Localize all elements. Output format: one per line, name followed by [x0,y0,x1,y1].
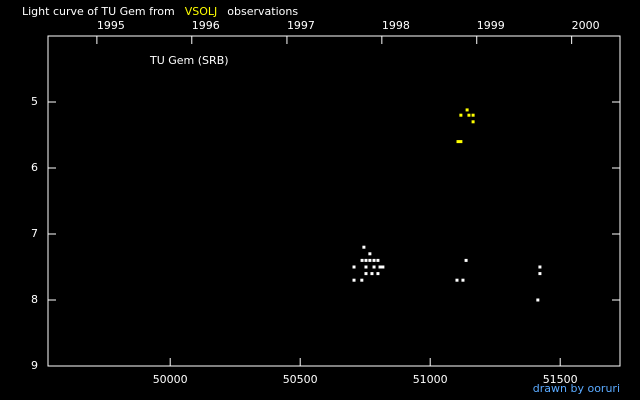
x-tick-label: 51500 [543,373,578,386]
data-point [360,278,364,282]
annotation: TU Gem (SRB) [149,54,229,67]
x-tick-label: 50500 [283,373,318,386]
data-point [536,298,540,302]
x2-tick-label: 1995 [97,19,125,32]
y-tick-label: 8 [31,293,38,306]
data-point [376,272,380,276]
y-tick-label: 5 [31,95,38,108]
data-point [378,265,382,269]
x2-tick-label: 1996 [192,19,220,32]
data-point [461,278,465,282]
data-point [360,258,364,262]
title-part: observations [227,5,298,18]
x2-tick-label: 1999 [477,19,505,32]
data-point [372,258,376,262]
y-tick-label: 9 [31,359,38,372]
chart-title: Light curve of TU Gem from VSOLJ observati… [22,5,298,18]
x-tick-label: 51000 [413,373,448,386]
data-point [538,265,542,269]
data-point [471,120,475,124]
title-part: Light curve of TU Gem from [22,5,175,18]
data-point [538,272,542,276]
data-point [471,113,475,117]
data-point [368,252,372,256]
x2-tick-label: 1997 [287,19,315,32]
data-point [467,113,471,117]
x2-tick-label: 1998 [382,19,410,32]
data-point [465,108,469,112]
data-point [364,265,368,269]
data-point [372,265,376,269]
data-point [362,245,366,249]
y-tick-label: 6 [31,161,38,174]
data-point [368,258,372,262]
data-point [376,258,380,262]
x-tick-label: 50000 [153,373,188,386]
data-point [456,140,460,144]
data-point [381,265,385,269]
x2-tick-label: 2000 [572,19,600,32]
data-point [352,265,356,269]
data-point [364,272,368,276]
data-point [352,278,356,282]
data-point [464,258,468,262]
y-tick-label: 7 [31,227,38,240]
plot-frame [47,35,621,367]
data-point [370,272,374,276]
data-point [459,140,463,144]
data-point [459,113,463,117]
data-point [364,258,368,262]
credit: drawn by ooruri [533,382,620,395]
data-point [455,278,459,282]
title-part: VSOLJ [185,5,218,18]
